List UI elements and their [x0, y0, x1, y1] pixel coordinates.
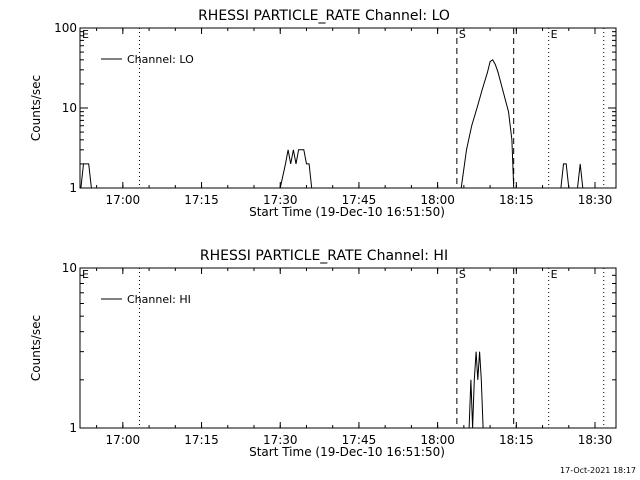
data-series-line: [279, 149, 315, 189]
y-tick-label: 1: [69, 421, 77, 435]
y-tick-label: 100: [54, 21, 77, 35]
x-tick-label: 18:30: [578, 433, 613, 447]
x-axis-label: Start Time (19-Dec-10 16:51:50): [249, 445, 445, 459]
plot-frame: [79, 27, 617, 189]
x-tick-label: 17:15: [184, 193, 219, 207]
x-tick-label: 17:45: [342, 193, 377, 207]
plot-frame: [79, 267, 617, 429]
y-tick-label: 1: [69, 181, 77, 195]
timestamp-footer: 17-Oct-2021 18:17: [560, 466, 636, 475]
x-axis-label: Start Time (19-Dec-10 16:51:50): [249, 205, 445, 219]
x-tick-label: 17:45: [342, 433, 377, 447]
y-axis-label: Counts/sec: [29, 75, 43, 141]
chart-title: RHESSI PARTICLE_RATE Channel: HI: [200, 248, 448, 264]
lo-channel-chart: RHESSI PARTICLE_RATE Channel: LO 17:00 17:…: [29, 8, 617, 219]
x-tick-label: 18:15: [499, 193, 534, 207]
hi-channel-chart: RHESSI PARTICLE_RATE Channel: HI 17:00 17:…: [29, 248, 617, 459]
x-tick-label: 18:30: [578, 193, 613, 207]
data-series-line: [456, 59, 515, 189]
x-tick-label: 17:00: [106, 433, 141, 447]
x-tick-label: 18:15: [499, 433, 534, 447]
x-tick-label: 18:00: [420, 433, 455, 447]
y-tick-label: 10: [62, 261, 77, 275]
data-series-line: [80, 163, 94, 189]
x-tick-label: 17:30: [263, 193, 298, 207]
data-series-line: [467, 351, 487, 429]
event-marker-label: E: [82, 268, 89, 281]
event-marker-label: E: [551, 268, 558, 281]
event-marker-label: S: [459, 268, 466, 281]
y-tick-label: 10: [62, 101, 77, 115]
data-series-line: [560, 163, 584, 189]
x-tick-label: 18:00: [420, 193, 455, 207]
event-marker-label: S: [459, 28, 466, 41]
x-tick-label: 17:30: [263, 433, 298, 447]
chart-title: RHESSI PARTICLE_RATE Channel: LO: [198, 8, 450, 24]
event-marker-label: E: [82, 28, 89, 41]
event-marker-label: E: [551, 28, 558, 41]
legend-label: Channel: HI: [127, 293, 191, 306]
x-tick-label: 17:00: [106, 193, 141, 207]
y-axis-label: Counts/sec: [29, 315, 43, 381]
x-tick-label: 17:15: [184, 433, 219, 447]
legend-label: Channel: LO: [127, 53, 194, 66]
